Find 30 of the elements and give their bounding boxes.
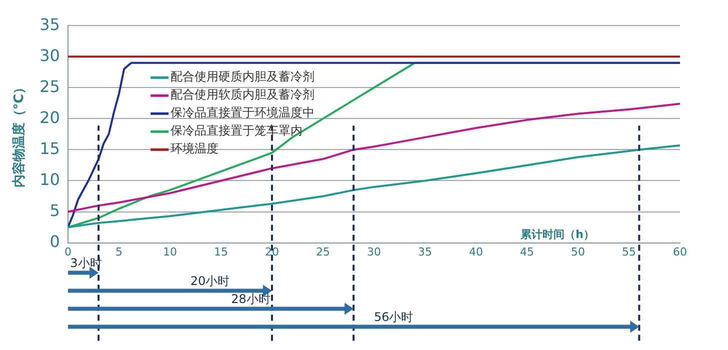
x-tick-label: 25 <box>316 245 330 258</box>
x-tick-label: 0 <box>64 245 72 258</box>
y-tick-label: 5 <box>50 200 60 220</box>
x-tick-label: 30 <box>366 245 381 258</box>
legend-label: 保冷品直接置于环境温度中 <box>170 106 315 120</box>
legend-label: 环境温度 <box>170 142 219 156</box>
x-tick-label: 50 <box>570 245 585 258</box>
y-tick-label: 25 <box>40 76 60 96</box>
x-tick-label: 35 <box>418 245 432 258</box>
x-tick-label: 20 <box>264 245 279 258</box>
y-tick-label: 20 <box>40 108 60 127</box>
legend-label: 保冷品直接置于笼车罩内 <box>170 124 303 138</box>
y-tick-label: 35 <box>40 14 60 34</box>
ref-line-label: 56小时 <box>374 310 414 324</box>
x-tick-label: 40 <box>468 245 483 258</box>
x-tick-label: 55 <box>622 245 636 258</box>
y-tick-label: 10 <box>40 170 60 189</box>
legend-label: 配合使用软质内胆及蓄冷剂 <box>170 88 315 102</box>
ref-line-label: 28小时 <box>231 292 270 306</box>
x-tick-label: 60 <box>673 245 687 258</box>
x-tick-label: 5 <box>115 245 122 258</box>
x-tick-label: 10 <box>162 245 177 258</box>
ref-line-label: 20小时 <box>190 274 230 288</box>
x-tick-label: 15 <box>214 245 228 258</box>
legend-label: 配合使用硬质内胆及蓄冷剂 <box>170 70 315 84</box>
x-axis-title: 累计时间（h） <box>520 228 595 242</box>
y-tick-label: 15 <box>40 138 60 158</box>
y-axis-title: 内容物温度（℃） <box>11 80 28 188</box>
x-tick-label: 45 <box>520 245 534 258</box>
y-tick-label: 30 <box>40 46 60 65</box>
